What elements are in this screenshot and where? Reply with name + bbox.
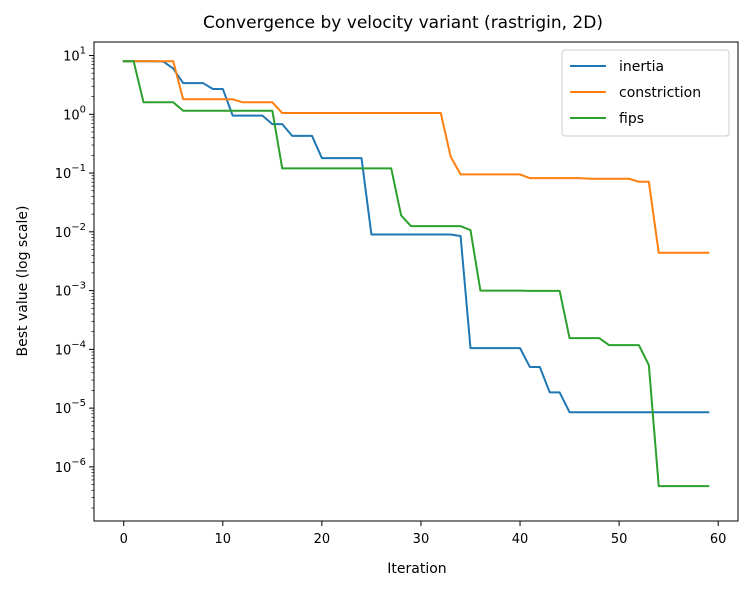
- chart-title: Convergence by velocity variant (rastrig…: [203, 13, 603, 33]
- legend-label-fips: fips: [619, 111, 644, 127]
- y-tick-label: 100: [63, 104, 86, 123]
- y-tick-label: 10−6: [55, 457, 86, 476]
- x-tick-label: 40: [512, 532, 529, 547]
- series-lines: [122, 60, 710, 488]
- series-line-constriction: [122, 60, 710, 254]
- y-tick-label: 101: [63, 46, 86, 65]
- y-tick-label: 10−4: [55, 339, 86, 358]
- y-tick-label: 10−2: [55, 222, 86, 241]
- series-line-fips: [122, 60, 710, 488]
- y-tick-label: 10−3: [55, 281, 86, 300]
- y-tick-label: 10−5: [55, 398, 86, 417]
- x-tick-label: 50: [611, 532, 628, 547]
- y-axis-label: Best value (log scale): [15, 206, 31, 357]
- legend: inertia constriction fips: [561, 49, 730, 137]
- y-tick-label: 10−1: [55, 163, 86, 182]
- legend-box: [561, 49, 730, 137]
- x-tick-label: 60: [710, 532, 727, 547]
- y-axis: 101 100 10−1 10−2 10−3 10−4 10−5 10−6: [55, 46, 94, 509]
- x-axis: 0 10 20 30 40 50 60: [120, 521, 727, 547]
- x-axis-label: Iteration: [387, 561, 446, 577]
- x-tick-label: 30: [413, 532, 430, 547]
- x-tick-label: 10: [215, 532, 232, 547]
- x-tick-label: 0: [120, 532, 128, 547]
- series-line-inertia: [122, 60, 710, 414]
- legend-label-inertia: inertia: [619, 59, 664, 75]
- plot-area: [93, 41, 739, 522]
- x-tick-label: 20: [314, 532, 331, 547]
- plot-frame: [93, 41, 739, 522]
- legend-label-constriction: constriction: [619, 85, 701, 101]
